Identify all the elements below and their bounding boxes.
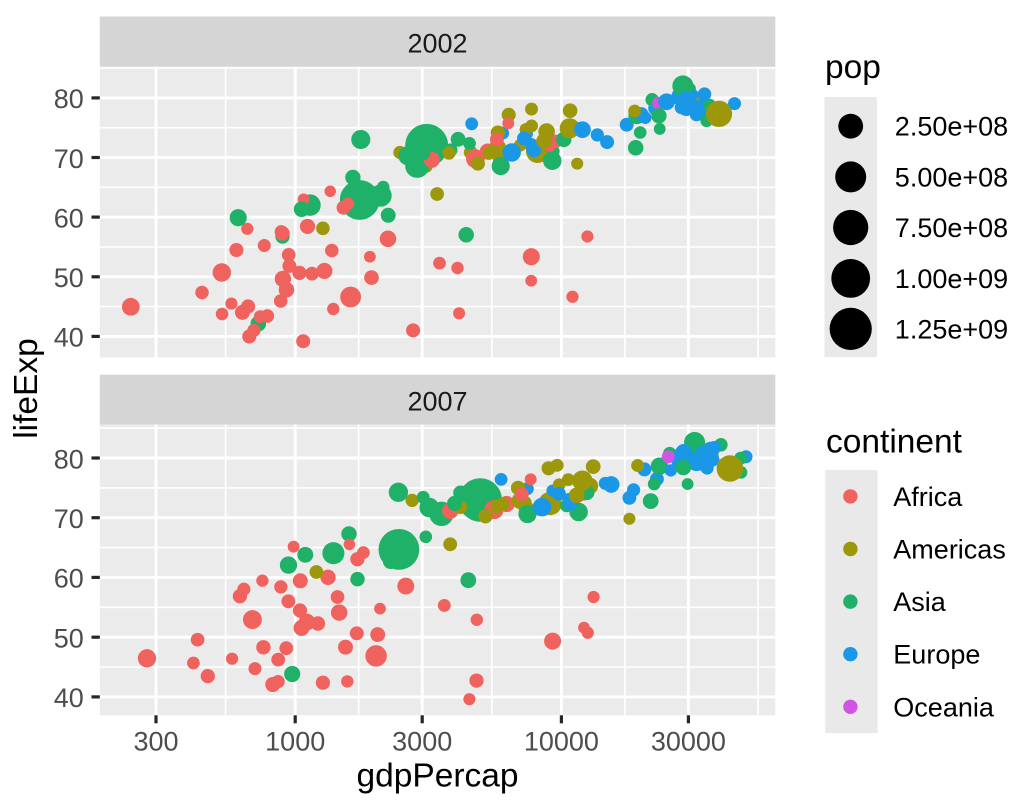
svg-text:1.00e+09: 1.00e+09 [895, 264, 1008, 294]
svg-text:Africa: Africa [893, 482, 963, 512]
svg-text:1000: 1000 [265, 726, 325, 756]
svg-text:40: 40 [54, 323, 84, 353]
svg-text:70: 70 [54, 504, 84, 534]
svg-text:Americas: Americas [893, 535, 1006, 565]
svg-text:40: 40 [54, 683, 84, 713]
svg-text:gdpPercap: gdpPercap [356, 758, 518, 795]
svg-text:2.50e+08: 2.50e+08 [895, 112, 1008, 142]
svg-text:70: 70 [54, 144, 84, 174]
svg-text:60: 60 [54, 203, 84, 233]
svg-text:10000: 10000 [524, 726, 599, 756]
svg-text:80: 80 [54, 444, 84, 474]
svg-text:continent: continent [826, 424, 963, 461]
svg-text:30000: 30000 [651, 726, 726, 756]
svg-text:1.25e+09: 1.25e+09 [895, 314, 1008, 344]
svg-text:5.00e+08: 5.00e+08 [895, 162, 1008, 192]
svg-text:pop: pop [825, 49, 881, 86]
svg-text:80: 80 [54, 84, 84, 114]
svg-text:2002: 2002 [407, 28, 467, 58]
svg-text:Asia: Asia [893, 587, 947, 617]
svg-text:50: 50 [54, 263, 84, 293]
svg-text:2007: 2007 [407, 387, 467, 417]
svg-text:Oceania: Oceania [893, 692, 995, 722]
svg-text:300: 300 [133, 726, 178, 756]
svg-text:lifeExp: lifeExp [8, 338, 45, 439]
svg-text:3000: 3000 [392, 726, 452, 756]
svg-text:60: 60 [54, 564, 84, 594]
svg-text:50: 50 [54, 624, 84, 654]
svg-text:Europe: Europe [893, 640, 980, 670]
svg-text:7.50e+08: 7.50e+08 [895, 213, 1008, 243]
